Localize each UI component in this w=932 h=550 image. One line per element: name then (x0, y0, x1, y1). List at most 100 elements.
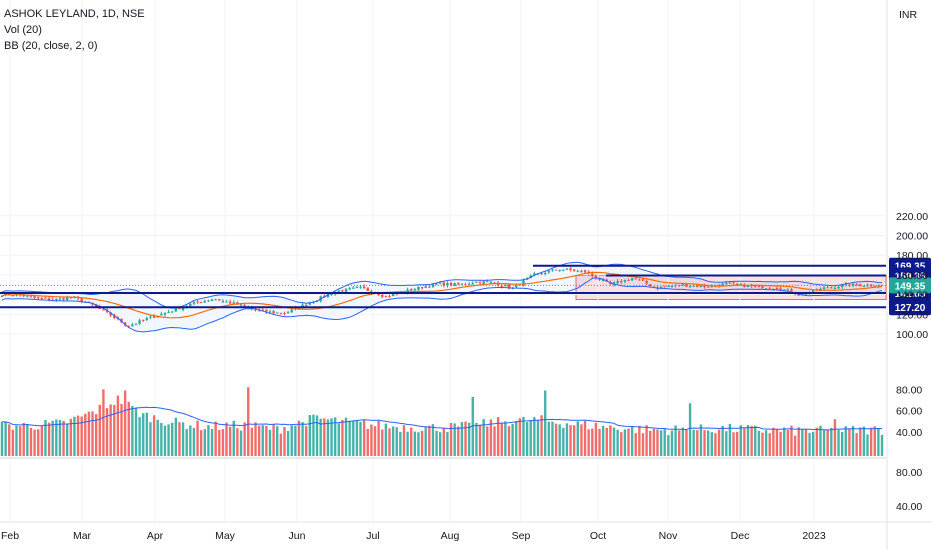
time-tick-label: May (215, 530, 236, 542)
time-tick-label: Apr (147, 530, 164, 542)
candle-body (0, 296, 4, 298)
candle-body (384, 296, 388, 298)
candle-body (735, 283, 739, 285)
candle-body (210, 299, 214, 301)
volume-bar (29, 427, 33, 456)
candle-body (330, 294, 333, 296)
volume-bar (352, 420, 355, 456)
candle-body (102, 309, 105, 311)
candle-body (591, 273, 594, 276)
volume-bar (0, 421, 4, 456)
candle-body (522, 280, 525, 286)
volume-bar (69, 418, 73, 456)
candle-body (601, 279, 605, 281)
volume-bar (370, 424, 373, 456)
symbol-title[interactable]: ASHOK LEYLAND, 1D, NSE (4, 8, 145, 20)
volume-bar (214, 421, 217, 456)
volume-bar (22, 423, 25, 456)
volume-bar (102, 389, 105, 456)
candle-body (627, 280, 630, 282)
candle-body (261, 309, 264, 311)
volume-bar (134, 407, 138, 456)
volume-bar (576, 421, 580, 456)
volume-bar (381, 429, 384, 456)
volume-bar (663, 429, 666, 456)
volume-indicator-label[interactable]: Vol (20) (4, 24, 42, 36)
volume-bar (670, 430, 674, 456)
candle-body (26, 295, 29, 297)
candle-body (467, 283, 471, 285)
bollinger-indicator-label[interactable]: BB (20, close, 2, 0) (4, 40, 98, 52)
candle-body (551, 269, 554, 271)
candle-body (797, 294, 800, 296)
volume-bar (373, 426, 377, 456)
volume-bar (764, 430, 768, 456)
volume-bar (685, 429, 688, 456)
candle-body (681, 284, 685, 286)
volume-bar (779, 431, 782, 456)
candle-body (507, 284, 511, 289)
candle-body (189, 303, 192, 307)
volume-bar (703, 430, 706, 456)
volume-bar (851, 426, 855, 456)
volume-bar (254, 422, 257, 456)
volume-bar (620, 432, 623, 456)
candle-body (134, 323, 138, 325)
candle-body (453, 283, 456, 286)
volume-bar (522, 416, 525, 456)
candle-body (131, 324, 134, 327)
volume-bar (120, 403, 123, 456)
volume-bar (507, 426, 511, 456)
candle-body (366, 287, 369, 291)
volume-bar (457, 426, 460, 456)
volume-bar (500, 422, 503, 456)
candle-body (446, 283, 449, 286)
volume-bar (402, 425, 406, 456)
candle-body (623, 279, 627, 282)
candle-body (746, 285, 750, 288)
volume-bar (446, 431, 449, 456)
volume-bar (826, 429, 829, 456)
time-tick-label: Mar (73, 530, 92, 542)
candle-body (228, 301, 232, 304)
volume-bar (797, 427, 800, 456)
candle-body (44, 297, 47, 299)
volume-bar (37, 429, 40, 456)
volume-bar (11, 429, 15, 456)
volume-bar (65, 424, 69, 456)
price-tick-label: 120.00 (896, 309, 928, 321)
volume-bar (272, 424, 275, 456)
volume-ma-line (1, 406, 883, 431)
candle-body (855, 283, 858, 285)
candle-body (420, 287, 424, 289)
volume-bar (638, 425, 641, 456)
volume-bar (40, 425, 44, 456)
volume-bar (725, 431, 728, 456)
candle-body (728, 282, 732, 284)
volume-bar (790, 425, 793, 456)
candle-body (783, 289, 786, 291)
candle-body (725, 283, 728, 285)
candle-body (504, 285, 507, 287)
volume-bar (207, 425, 210, 456)
volume-bar (833, 419, 837, 456)
candle-body (873, 285, 876, 287)
volume-bar (116, 395, 120, 456)
volume-bar (859, 427, 862, 456)
candle-body (362, 286, 366, 289)
volume-bar (696, 430, 699, 456)
volume-bar (91, 411, 94, 456)
lower-pane-tick-label: 80.00 (896, 467, 922, 479)
volume-bar (743, 428, 746, 456)
volume-bar (772, 427, 775, 456)
volume-bar (746, 424, 750, 456)
candle-body (706, 286, 710, 288)
volume-bar (699, 424, 703, 456)
candle-body (540, 273, 543, 275)
volume-bar (51, 420, 54, 456)
volume-bar (15, 425, 18, 456)
candle-body (764, 288, 768, 290)
